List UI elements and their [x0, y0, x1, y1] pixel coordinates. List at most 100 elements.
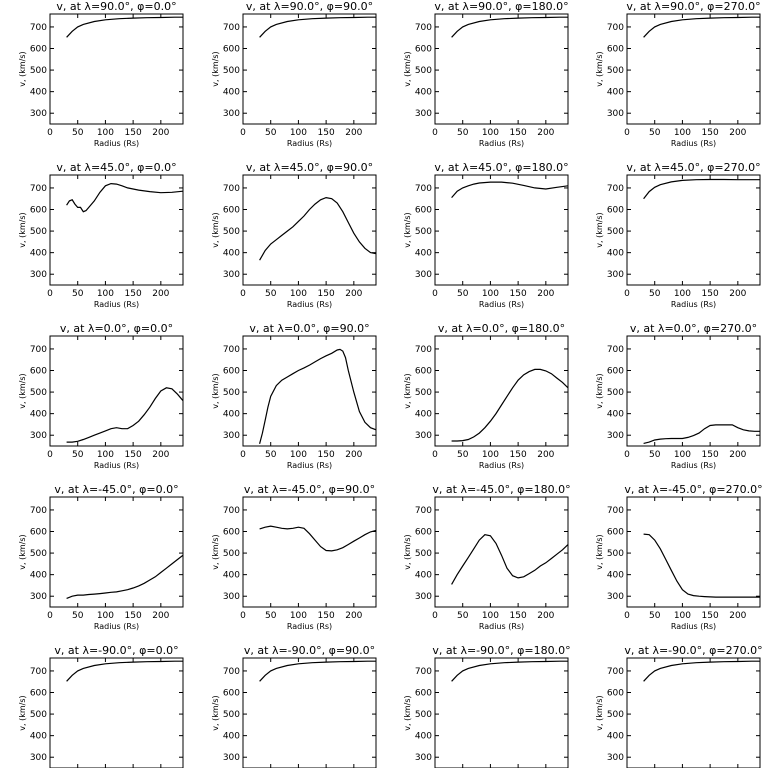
chart-panel: v, at λ=90.0°, φ=180.0° 0 50 100 150 200 300 40… — [403, 0, 569, 148]
chart-title: v, at λ=0.0°, φ=180.0° — [438, 322, 565, 335]
chart-title: v, at λ=45.0°, φ=270.0° — [626, 161, 760, 174]
x-tick-label: 50 — [457, 611, 469, 621]
y-axis-label: v, (km/s) — [595, 534, 604, 569]
y-tick-label: 300 — [607, 270, 624, 280]
plot-frame — [434, 496, 569, 608]
x-tick-label: 150 — [702, 289, 719, 299]
y-tick-label: 600 — [223, 367, 240, 377]
series-line — [66, 387, 183, 443]
chart-panel: v, at λ=-90.0°, φ=0.0°050100150200300400… — [18, 644, 184, 768]
series-line — [259, 196, 376, 261]
plot-frame — [49, 496, 184, 608]
chart-panel: v, at λ=45.0°, φ=0.0° 0 50 100 150 200 300 400 5… — [18, 161, 184, 309]
y-tick-label: 600 — [607, 206, 624, 216]
y-axis-label: v, (km/s) — [18, 212, 27, 247]
chart-title: v, at λ=45.0°, φ=180.0° — [434, 161, 568, 174]
x-tick-label: 150 — [125, 611, 142, 621]
x-tick-label: 200 — [537, 289, 554, 299]
chart-title: v, at λ=90.0°, φ=0.0° — [56, 0, 176, 13]
y-tick-label: 400 — [223, 571, 240, 581]
x-axis-label: Radius (Rs) — [671, 622, 716, 631]
y-tick-label: 500 — [30, 549, 47, 559]
y-tick-label: 300 — [223, 592, 240, 602]
x-tick-label: 0 — [240, 289, 246, 299]
x-axis-label: Radius (Rs) — [479, 622, 524, 631]
chart-panel: v, at λ=45.0°, φ=90.0° 0 50 100 150 200 300 400… — [211, 161, 377, 309]
y-axis-label: v, (km/s) — [595, 695, 604, 730]
chart-panel: v, at λ=-45.0°, φ=90.0° 0 50 100 150 200 300 40… — [211, 483, 377, 631]
y-tick-label: 700 — [30, 667, 47, 677]
chart-panel: v, at λ=45.0°, φ=270.0° 0 50 100 150 200 300 40… — [595, 161, 761, 309]
chart-title: v, at λ=45.0°, φ=90.0° — [246, 161, 373, 174]
chart-panel: v, at λ=-90.0°, φ=270.0°0501001502003004… — [595, 644, 763, 768]
y-tick-label: 500 — [30, 227, 47, 237]
y-axis-label: v, (km/s) — [595, 51, 604, 86]
y-tick-label: 700 — [30, 23, 47, 33]
x-tick-label: 200 — [345, 450, 362, 460]
x-tick-label: 150 — [125, 128, 142, 138]
y-tick-label: 300 — [415, 431, 432, 441]
chart-title: v, at λ=0.0°, φ=90.0° — [249, 322, 369, 335]
y-axis-label: v, (km/s) — [403, 534, 412, 569]
y-tick-label: 300 — [607, 109, 624, 119]
y-tick-label: 400 — [607, 571, 624, 581]
x-tick-label: 0 — [432, 128, 438, 138]
y-tick-label: 400 — [30, 732, 47, 742]
y-tick-label: 300 — [30, 431, 47, 441]
x-tick-label: 0 — [47, 128, 53, 138]
x-tick-label: 0 — [432, 289, 438, 299]
x-tick-label: 150 — [318, 450, 335, 460]
x-axis-label: Radius (Rs) — [671, 139, 716, 148]
y-axis-label: v, (km/s) — [403, 373, 412, 408]
x-axis-label: Radius (Rs) — [287, 622, 332, 631]
y-tick-label: 500 — [415, 388, 432, 398]
y-axis-label: v, (km/s) — [403, 695, 412, 730]
x-tick-label: 100 — [290, 128, 307, 138]
y-tick-label: 300 — [223, 270, 240, 280]
y-tick-label: 500 — [607, 388, 624, 398]
x-tick-label: 100 — [290, 289, 307, 299]
x-tick-label: 100 — [674, 450, 691, 460]
y-tick-label: 700 — [415, 667, 432, 677]
y-tick-label: 700 — [607, 506, 624, 516]
y-tick-label: 400 — [415, 410, 432, 420]
x-tick-label: 150 — [510, 289, 527, 299]
y-tick-label: 400 — [415, 88, 432, 98]
x-tick-label: 50 — [649, 611, 661, 621]
x-tick-label: 150 — [702, 128, 719, 138]
chart-panel: v, at λ=90.0°, φ=90.0° 0 50 100 150 200 300 400… — [211, 0, 377, 148]
x-tick-label: 50 — [72, 450, 84, 460]
y-tick-label: 500 — [30, 66, 47, 76]
x-axis-label: Radius (Rs) — [94, 300, 139, 309]
y-tick-label: 400 — [607, 410, 624, 420]
series-line — [451, 181, 568, 198]
x-tick-label: 200 — [729, 611, 746, 621]
plot-frame — [626, 335, 761, 447]
y-axis-label: v, (km/s) — [403, 51, 412, 86]
chart-panel: v, at λ=0.0°, φ=0.0° 0 50 100 150 200 300 400 50… — [18, 322, 184, 470]
y-tick-label: 500 — [415, 66, 432, 76]
y-tick-label: 300 — [415, 109, 432, 119]
plot-frame — [434, 13, 569, 125]
series-line — [451, 368, 568, 442]
y-tick-label: 600 — [30, 367, 47, 377]
x-tick-label: 0 — [47, 289, 53, 299]
x-tick-label: 150 — [702, 611, 719, 621]
y-tick-label: 600 — [607, 367, 624, 377]
y-tick-label: 400 — [30, 410, 47, 420]
y-tick-label: 600 — [607, 689, 624, 699]
plot-frame — [434, 657, 569, 768]
y-tick-label: 700 — [223, 23, 240, 33]
y-tick-label: 300 — [607, 753, 624, 763]
y-tick-label: 300 — [415, 592, 432, 602]
chart-panel: v, at λ=-45.0°, φ=0.0° 0 50 100 150 200 300 400… — [18, 483, 184, 631]
y-tick-label: 300 — [30, 592, 47, 602]
y-tick-label: 400 — [223, 88, 240, 98]
x-tick-label: 0 — [432, 450, 438, 460]
chart-panel: v, at λ=-90.0°, φ=180.0°0501001502003004… — [403, 644, 571, 768]
x-tick-label: 50 — [265, 128, 277, 138]
plot-frame — [49, 174, 184, 286]
x-axis-label: Radius (Rs) — [94, 139, 139, 148]
x-tick-label: 200 — [729, 450, 746, 460]
y-tick-label: 700 — [30, 184, 47, 194]
